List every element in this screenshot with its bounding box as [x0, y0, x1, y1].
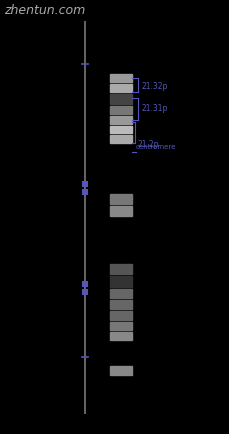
- Text: zhentun.com: zhentun.com: [4, 4, 85, 17]
- Bar: [109, 207, 131, 217]
- Text: 21.32p: 21.32p: [141, 82, 168, 91]
- Bar: [109, 311, 131, 320]
- Text: 21.31p: 21.31p: [141, 104, 168, 113]
- Bar: [109, 300, 131, 309]
- Bar: [109, 107, 131, 115]
- Bar: [109, 276, 131, 287]
- Text: 21.2p: 21.2p: [137, 140, 159, 149]
- Bar: [109, 332, 131, 340]
- Bar: [109, 117, 131, 125]
- Bar: [109, 127, 131, 134]
- Bar: [109, 322, 131, 330]
- Bar: [109, 194, 131, 204]
- Bar: [109, 85, 131, 93]
- Bar: [109, 136, 131, 144]
- Bar: [109, 95, 131, 105]
- Bar: [109, 366, 131, 375]
- Bar: [109, 264, 131, 274]
- Bar: [109, 289, 131, 298]
- Bar: [109, 75, 131, 83]
- Text: centromere: centromere: [135, 144, 176, 150]
